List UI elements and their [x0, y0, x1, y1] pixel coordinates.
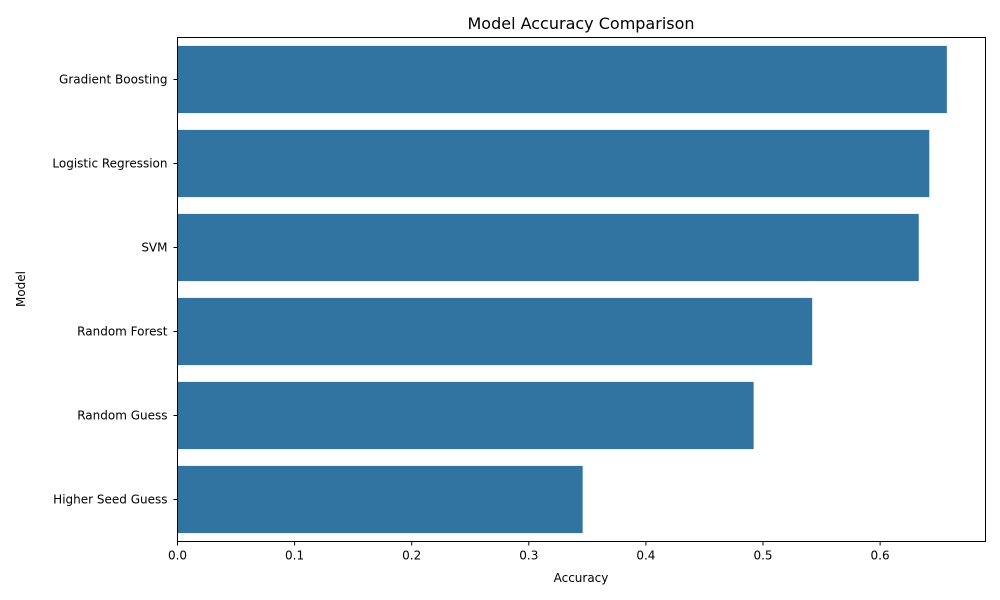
y-tick-label: Logistic Regression	[52, 157, 167, 171]
x-axis-ticks: 0.0 0.1 0.2 0.3 0.4 0.5 0.6	[168, 541, 890, 563]
y-tick-label: Random Guess	[77, 409, 167, 423]
y-tick-label: Higher Seed Guess	[53, 493, 167, 507]
x-tick-label: 0.4	[636, 549, 655, 563]
x-tick-label: 0.3	[519, 549, 538, 563]
x-tick-label: 0.2	[402, 549, 421, 563]
plot-frame	[177, 37, 986, 542]
x-axis-label: Accuracy	[554, 571, 609, 585]
bar-random-forest	[177, 297, 813, 366]
y-axis-ticks: Gradient Boosting Logistic Regression SVM R…	[52, 73, 178, 507]
x-tick-label: 0.1	[285, 549, 304, 563]
bar-random-guess	[177, 381, 754, 450]
x-tick-label: 0.0	[168, 549, 187, 563]
y-tick-label: Random Forest	[77, 325, 168, 339]
bar-gradient-boosting	[177, 45, 947, 114]
y-tick-label: Gradient Boosting	[59, 73, 167, 87]
bar-svm	[177, 213, 919, 282]
bars-group	[177, 45, 947, 534]
y-tick-label: SVM	[141, 241, 167, 255]
bar-higher-seed-guess	[177, 465, 583, 534]
bar-logistic-regression	[177, 129, 930, 198]
x-tick-label: 0.6	[871, 549, 890, 563]
y-axis-label: Model	[14, 271, 28, 307]
x-tick-label: 0.5	[753, 549, 772, 563]
chart-title: Model Accuracy Comparison	[467, 14, 694, 33]
